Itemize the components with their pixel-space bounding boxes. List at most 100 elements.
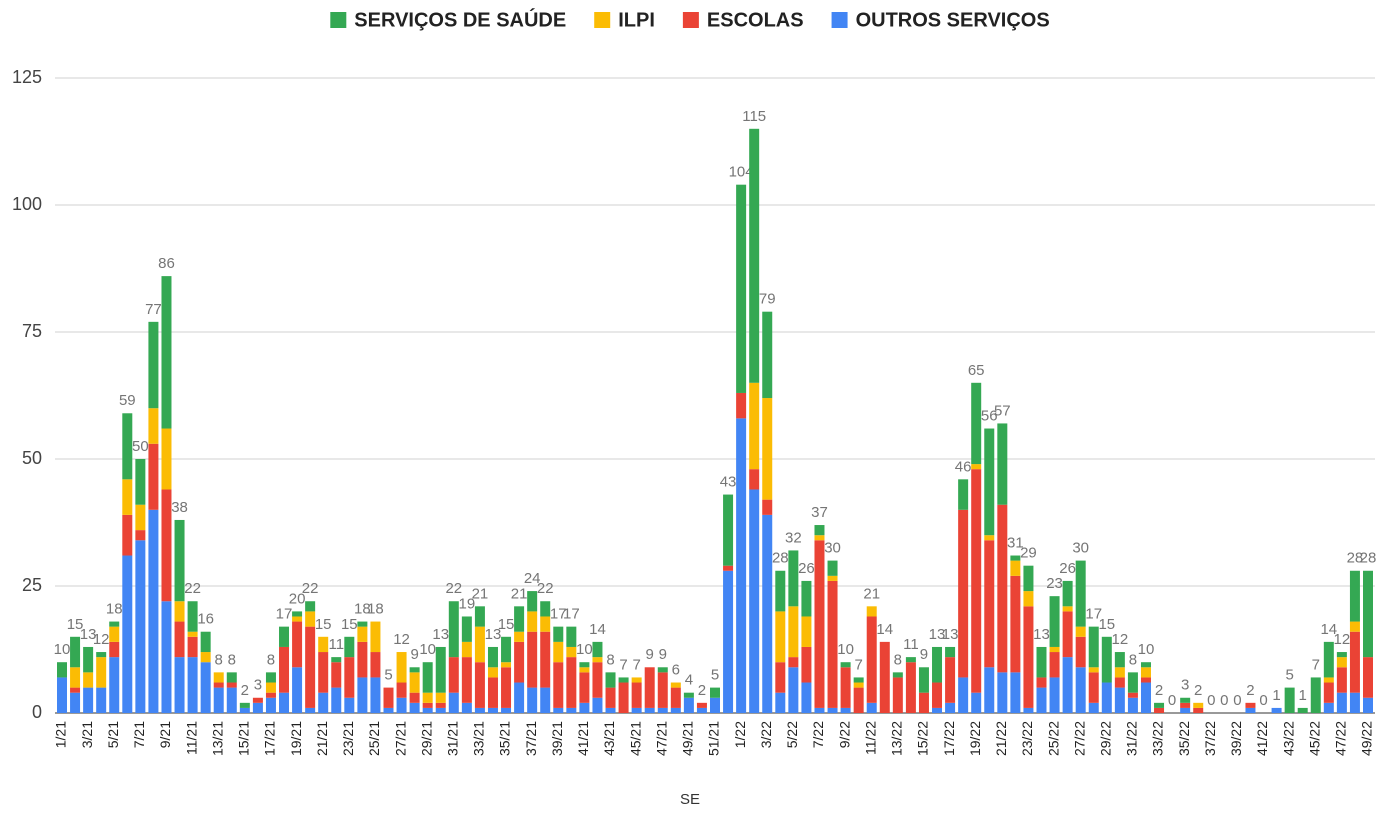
bar-segment [932,707,943,713]
total-label: 2 [241,682,249,699]
bar-segment [592,641,603,658]
bar-segment [514,682,525,713]
total-label: 8 [267,651,275,668]
bar-segment [122,479,133,515]
bar-segment [670,707,681,713]
bar-segment [932,646,943,683]
bar-segment [109,657,120,713]
total-label: 1 [1272,687,1280,704]
x-tick-label: 15/21 [236,721,252,756]
bar-segment [1284,687,1295,713]
x-tick-label: 9/22 [836,721,852,748]
bar-segment [644,667,655,708]
total-label: 9 [659,646,667,663]
x-tick-label: 7/22 [810,721,826,748]
bar-segment [226,682,237,688]
bar-segment [435,646,446,693]
bar-segment [1323,682,1334,703]
bar-segment [918,667,929,693]
total-label: 0 [1168,692,1176,709]
total-label: 3 [1181,677,1189,694]
total-label: 59 [119,392,136,409]
total-label: 12 [1112,631,1129,648]
bar-segment [1114,652,1125,668]
bar-segment [422,702,433,708]
total-label: 17 [550,606,567,623]
bar-segment [1140,677,1151,683]
bar-segment [827,707,838,713]
bar-segment [566,646,577,658]
bar-segment [618,677,629,683]
total-label: 15 [315,616,332,633]
total-label: 10 [54,641,71,658]
bar-segment [305,601,316,612]
x-tick-label: 13/22 [889,721,905,756]
total-label: 30 [824,540,841,557]
bar-segment [409,667,420,673]
bar-segment [1088,702,1099,713]
total-label: 7 [619,656,627,673]
bar-segment [958,479,969,510]
total-label: 10 [837,641,854,658]
bar-segment [487,707,498,713]
total-label: 56 [981,407,998,424]
bar-segment [331,662,342,688]
bar-segment [1363,697,1373,713]
total-label: 2 [1246,682,1254,699]
bar-segment [1180,707,1191,713]
bar-segment [161,428,172,490]
bar-segment [501,707,512,713]
bar-segment [670,682,681,688]
bar-segment [1140,682,1151,713]
y-tick-label: 75 [22,321,42,341]
total-label: 32 [785,529,802,546]
bar-segment [292,621,303,668]
bar-segment [1088,626,1099,668]
bar-segment [279,692,290,713]
bar-segment [187,601,198,632]
bar-segment [252,702,263,713]
total-label: 22 [445,580,462,597]
total-label: 38 [171,499,188,516]
bar-segment [866,606,877,617]
bar-segment [265,697,276,713]
y-tick-label: 125 [12,67,42,87]
total-label: 5 [1285,667,1293,684]
bar-segment [788,657,799,668]
bar-segment [265,682,276,693]
y-tick-label: 50 [22,448,42,468]
bar-segment [853,687,864,713]
bar-segment [135,504,146,531]
x-tick-label: 11/21 [183,721,199,755]
bar-segment [788,550,799,607]
bar-segment [148,408,159,444]
bar-segment [566,657,577,708]
bar-segment [540,631,551,688]
legend-swatch [330,12,347,28]
x-tick-label: 3/22 [758,721,774,748]
bar-segment [1180,702,1191,708]
bar-segment [592,662,603,698]
total-label: 8 [228,651,236,668]
bar-segment [1114,677,1125,688]
total-label: 18 [106,601,123,618]
total-label: 5 [711,667,719,684]
total-label: 14 [876,621,893,638]
x-tick-label: 17/21 [262,721,278,756]
bar-segment [762,514,773,713]
x-tick-label: 25/22 [1045,721,1061,756]
bar-segment [70,667,81,688]
x-tick-label: 43/21 [601,721,617,756]
bar-segment [409,702,420,713]
bar-segment [135,540,146,713]
total-label: 17 [276,606,293,623]
bar-segment [579,667,590,673]
bar-segment [501,662,512,668]
bar-segment [605,672,616,688]
legend: SERVIÇOS DE SAÚDE ILPI ESCOLAS OUTROS SERVI… [330,7,1050,31]
bar-segment [370,652,381,678]
bar-segment [96,652,107,658]
bar-segment [514,631,525,642]
bar-segment [1075,636,1086,668]
total-label: 12 [93,631,110,648]
